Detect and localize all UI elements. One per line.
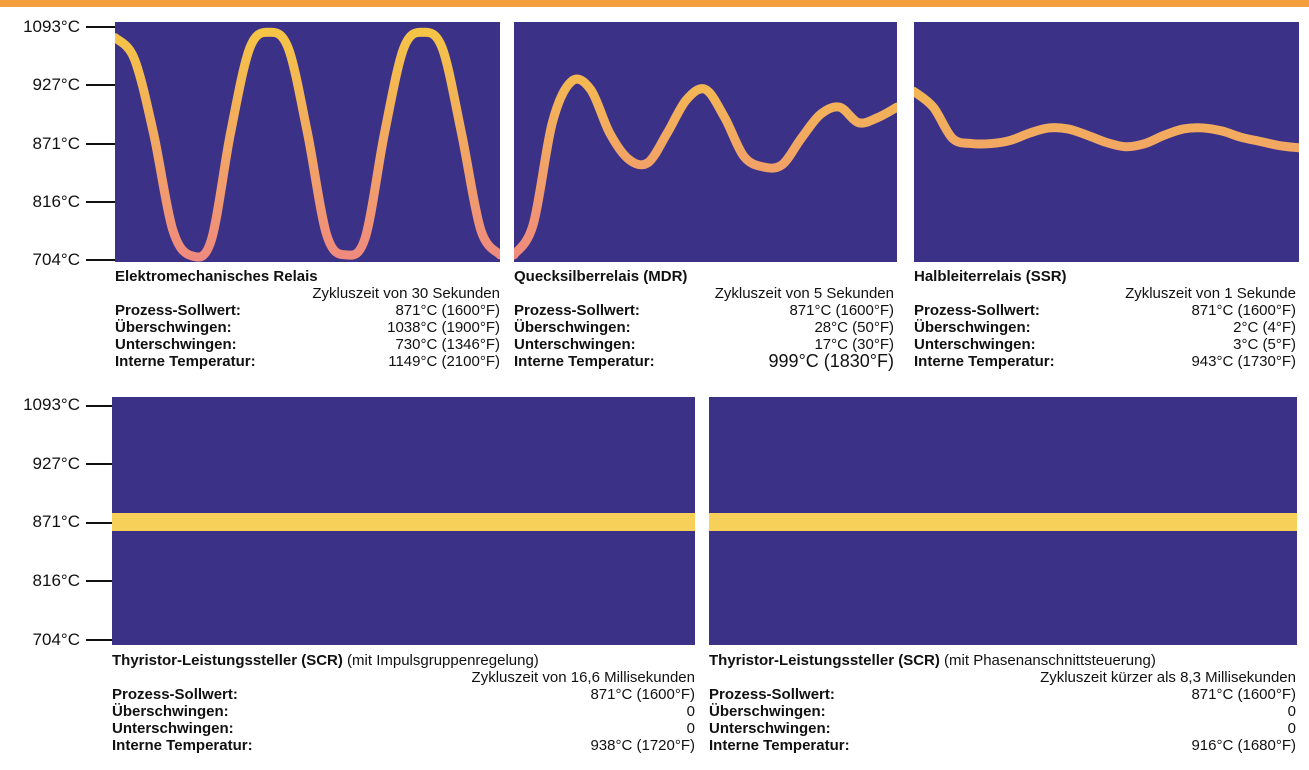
internal-temp-label: Interne Temperatur:	[709, 737, 850, 754]
series-line	[914, 87, 1299, 153]
internal-temp-value: 999°C (1830°F)	[768, 351, 894, 371]
cycle-time: Zykluszeit von 16,6 Millisekunden	[471, 669, 695, 686]
panel-title: Halbleiterrelais (SSR)	[914, 268, 1067, 285]
setpoint-value: 871°C (1600°F)	[1191, 302, 1296, 319]
y-tick-mark	[86, 580, 114, 582]
top-accent-bar	[0, 0, 1309, 7]
plot-area	[115, 22, 500, 262]
overshoot-value: 28°C (50°F)	[814, 319, 894, 336]
y-tick-mark	[86, 143, 116, 145]
panel-info: Halbleiterrelais (SSR) Zykluszeit von 1 …	[914, 268, 1296, 370]
y-tick-mark	[86, 639, 114, 641]
y-tick-label: 871°C	[32, 134, 80, 153]
overshoot-value: 2°C (4°F)	[1233, 319, 1296, 336]
undershoot-value: 3°C (5°F)	[1233, 336, 1296, 353]
setpoint-value: 871°C (1600°F)	[1191, 686, 1296, 703]
panel-info: Quecksilberrelais (MDR) Zykluszeit von 5…	[514, 268, 894, 370]
setpoint-value: 871°C (1600°F)	[789, 302, 894, 319]
y-tick-label: 1093°C	[23, 17, 80, 36]
internal-temp-value: 1149°C (2100°F)	[388, 353, 500, 370]
internal-temp-label: Interne Temperatur:	[914, 353, 1055, 370]
line-chart-svg	[514, 74, 897, 260]
panel-note: (mit Impulsgruppenregelung)	[342, 652, 539, 669]
setpoint-value: 871°C (1600°F)	[590, 686, 695, 703]
undershoot-value: 730°C (1346°F)	[395, 336, 500, 353]
undershoot-label: Unterschwingen:	[115, 336, 237, 353]
cycle-time: Zykluszeit von 5 Sekunden	[714, 285, 894, 302]
overshoot-label: Überschwingen:	[709, 703, 826, 720]
y-tick-mark	[86, 463, 114, 465]
y-tick-label: 927°C	[32, 75, 80, 94]
y-tick-mark	[86, 84, 116, 86]
y-tick-label: 704°C	[32, 250, 80, 269]
internal-temp-value: 916°C (1680°F)	[1191, 737, 1296, 754]
y-tick-mark	[86, 26, 116, 28]
overshoot-value: 1038°C (1900°F)	[387, 319, 500, 336]
overshoot-label: Überschwingen:	[115, 319, 232, 336]
undershoot-label: Unterschwingen:	[709, 720, 831, 737]
line-chart-svg	[914, 87, 1299, 153]
undershoot-label: Unterschwingen:	[112, 720, 234, 737]
setpoint-value: 871°C (1600°F)	[395, 302, 500, 319]
line-chart-svg	[112, 513, 695, 531]
setpoint-label: Prozess-Sollwert:	[709, 686, 835, 703]
undershoot-value: 0	[686, 720, 695, 737]
overshoot-label: Überschwingen:	[914, 319, 1031, 336]
panel-title: Quecksilberrelais (MDR)	[514, 268, 688, 285]
series-line	[115, 27, 500, 262]
internal-temp-label: Interne Temperatur:	[514, 353, 655, 370]
series-line	[514, 74, 897, 260]
y-tick-mark	[86, 259, 116, 261]
cycle-time: Zykluszeit von 30 Sekunden	[312, 285, 500, 302]
panel-title: Elektromechanisches Relais	[115, 268, 318, 285]
y-tick-label: 871°C	[32, 512, 80, 531]
setpoint-label: Prozess-Sollwert:	[115, 302, 241, 319]
setpoint-label: Prozess-Sollwert:	[914, 302, 1040, 319]
y-tick-label: 1093°C	[23, 395, 80, 414]
y-tick-mark	[86, 201, 116, 203]
panel-title: Thyristor-Leistungssteller (SCR)	[112, 652, 343, 669]
undershoot-value: 0	[1287, 720, 1296, 737]
overshoot-value: 0	[686, 703, 695, 720]
plot-area	[914, 22, 1299, 262]
y-tick-label: 927°C	[32, 454, 80, 473]
line-chart-svg	[115, 27, 500, 262]
panel-info: Thyristor-Leistungssteller (SCR) (mit Ph…	[709, 652, 1296, 754]
y-tick-label: 704°C	[32, 630, 80, 649]
plot-area	[709, 397, 1297, 645]
undershoot-label: Unterschwingen:	[514, 336, 636, 353]
y-tick-mark	[86, 522, 114, 524]
panel-title: Thyristor-Leistungssteller (SCR)	[709, 652, 940, 669]
y-tick-label: 816°C	[32, 571, 80, 590]
cycle-time: Zykluszeit kürzer als 8,3 Millisekunden	[1040, 669, 1296, 686]
internal-temp-value: 943°C (1730°F)	[1191, 353, 1296, 370]
plot-area	[112, 397, 695, 645]
cycle-time: Zykluszeit von 1 Sekunde	[1125, 285, 1296, 302]
y-tick-mark	[86, 405, 114, 407]
internal-temp-value: 938°C (1720°F)	[590, 737, 695, 754]
y-tick-label: 816°C	[32, 192, 80, 211]
panel-info: Thyristor-Leistungssteller (SCR) (mit Im…	[112, 652, 695, 754]
panel-info: Elektromechanisches Relais Zykluszeit vo…	[115, 268, 500, 370]
setpoint-label: Prozess-Sollwert:	[514, 302, 640, 319]
plot-area	[514, 22, 897, 262]
internal-temp-label: Interne Temperatur:	[115, 353, 256, 370]
overshoot-label: Überschwingen:	[112, 703, 229, 720]
internal-temp-label: Interne Temperatur:	[112, 737, 253, 754]
overshoot-value: 0	[1287, 703, 1296, 720]
setpoint-label: Prozess-Sollwert:	[112, 686, 238, 703]
panel-note: (mit Phasenanschnittsteuerung)	[939, 652, 1156, 669]
undershoot-label: Unterschwingen:	[914, 336, 1036, 353]
line-chart-svg	[709, 513, 1297, 531]
undershoot-value: 17°C (30°F)	[814, 336, 894, 353]
overshoot-label: Überschwingen:	[514, 319, 631, 336]
